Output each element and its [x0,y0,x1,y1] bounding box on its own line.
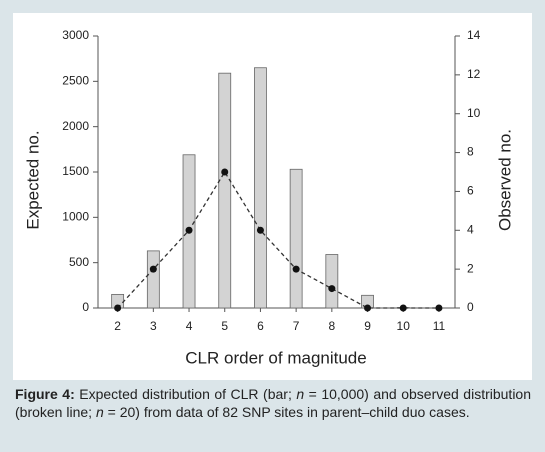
caption-part: = 10,000) and observed distribution (bro… [15,386,532,420]
y2-tick-label: 12 [467,67,481,81]
y-tick-label: 500 [69,255,89,269]
point [256,226,264,234]
y-tick-label: 2000 [62,119,89,133]
x-tick-label: 11 [433,319,446,333]
caption-part: Expected distribution of CLR (bar; [79,386,297,402]
chart-background [13,13,532,380]
x-tick-label: 4 [186,319,193,333]
point [328,285,336,293]
y-tick-label: 3000 [62,28,89,42]
y2-tick-label: 10 [467,106,481,120]
y2-tick-label: 4 [467,222,474,236]
point [114,304,122,312]
caption-part: n [296,386,305,402]
x-axis-title: CLR order of magnitude [185,348,366,367]
bar [254,67,267,309]
y2-tick-label: 8 [467,145,474,159]
x-tick-label: 5 [221,319,228,333]
x-tick-label: 2 [114,319,121,333]
point [435,304,443,312]
chart: CLR order of magnitude Expected no. Obse… [13,13,532,380]
x-tick-label: 7 [293,319,300,333]
y2-tick-label: 2 [467,261,474,275]
point [399,304,407,312]
point [364,304,372,312]
caption: Figure 4: Expected distribution of CLR (… [15,385,531,421]
x-tick-label: 6 [257,319,264,333]
bar [146,250,160,309]
point [221,168,229,176]
bar [218,72,232,309]
x-tick-label: 3 [150,319,157,333]
caption-label: Figure 4: [15,386,75,402]
y-axis-title: Expected no. [23,130,42,229]
caption-text: Expected distribution of CLR (bar; n = 1… [15,386,531,420]
y2-tick-label: 0 [467,300,474,314]
y2-tick-label: 14 [467,28,481,42]
x-tick-label: 10 [397,319,411,333]
bar [289,168,303,309]
y2-tick-label: 6 [467,184,474,198]
caption-part: = 20) from data of 82 SNP sites in paren… [103,404,470,420]
y-tick-label: 1000 [62,210,89,224]
y-tick-label: 1500 [62,164,89,178]
x-tick-label: 9 [364,319,371,333]
caption-part: n [95,404,104,420]
y-tick-label: 0 [82,300,89,314]
x-tick-label: 8 [328,319,335,333]
y-tick-label: 2500 [62,74,89,88]
point [185,226,193,234]
point [149,265,157,273]
point [292,265,300,273]
bar [325,254,339,309]
y2-axis-title: Observed no. [495,129,514,231]
line [117,170,439,309]
